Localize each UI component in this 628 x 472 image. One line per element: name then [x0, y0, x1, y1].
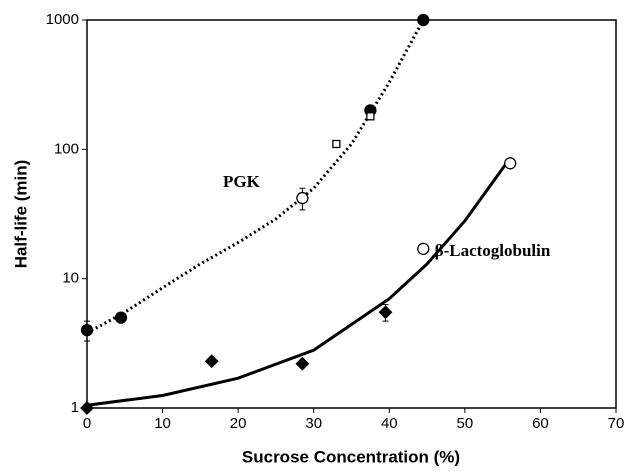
point: [296, 191, 309, 205]
plot-frame: [86, 19, 617, 409]
y-axis-title: Half-life (min): [11, 160, 30, 269]
x-tick-label: 70: [608, 415, 625, 432]
point: [80, 323, 94, 337]
point: [504, 157, 517, 170]
point: [366, 112, 375, 121]
point: [417, 13, 430, 27]
y-tick-label: 1: [71, 399, 79, 416]
y-tick-label: 100: [54, 140, 79, 157]
curve: [86, 19, 425, 335]
x-tick-label: 50: [457, 415, 474, 432]
x-tick-label: 30: [305, 415, 322, 432]
annotation: PGK: [223, 172, 261, 191]
point: [332, 139, 341, 149]
x-tick-label: 60: [532, 415, 549, 432]
x-tick-label: 0: [83, 415, 91, 432]
x-axis-title: Sucrose Concentration (%): [242, 447, 460, 466]
point: [114, 311, 128, 324]
x-tick-label: 20: [230, 415, 247, 432]
y-tick-label: 1000: [46, 11, 79, 28]
y-tick-label: 10: [62, 270, 79, 287]
x-tick-label: 10: [154, 415, 171, 432]
point: [417, 242, 430, 256]
point: [80, 401, 94, 415]
point: [204, 354, 219, 369]
point: [295, 356, 310, 371]
point: [378, 305, 393, 320]
curve: [86, 162, 508, 407]
x-tick-label: 40: [381, 415, 398, 432]
annotation: β-Lactoglobulin: [435, 241, 551, 260]
